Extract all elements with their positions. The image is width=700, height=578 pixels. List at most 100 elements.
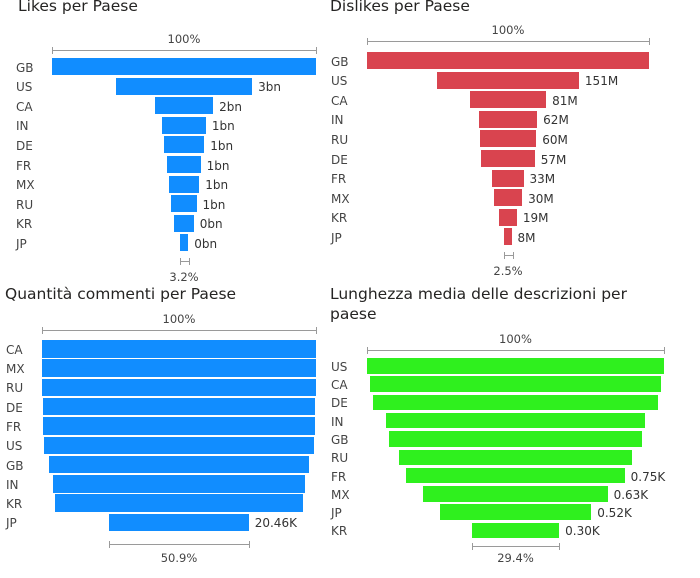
funnel-bar[interactable] <box>115 77 253 95</box>
value-label: 60M <box>542 132 568 147</box>
value-label: 19M <box>522 211 549 226</box>
funnel-bar[interactable] <box>55 494 303 512</box>
bottom-percent-label: 3.2% <box>169 270 199 284</box>
category-label: IN <box>16 119 29 134</box>
category-label: JP <box>6 516 17 531</box>
funnel-bar[interactable] <box>42 417 316 435</box>
funnel-bar[interactable] <box>174 214 194 232</box>
funnel-bar[interactable] <box>437 71 579 89</box>
funnel-bar[interactable] <box>42 378 316 397</box>
funnel-bar[interactable] <box>52 58 316 75</box>
category-label: MX <box>331 487 350 502</box>
value-label: 2bn <box>219 99 243 114</box>
funnel-bar[interactable] <box>439 504 592 520</box>
value-label: 0.63K <box>613 487 649 502</box>
category-label: CA <box>331 93 348 108</box>
funnel-bar[interactable] <box>406 467 625 484</box>
funnel-bar[interactable] <box>168 175 200 193</box>
category-label: JP <box>16 236 27 251</box>
funnel-bar[interactable] <box>369 376 662 392</box>
funnel-bar[interactable] <box>469 91 547 109</box>
category-label: IN <box>6 477 19 492</box>
value-label: 8M <box>517 230 536 245</box>
category-label: KR <box>16 217 33 232</box>
bottom-percent-label: 50.9% <box>160 551 198 565</box>
category-label: JP <box>331 506 342 521</box>
funnel-bar[interactable] <box>389 431 642 447</box>
funnel-bar[interactable] <box>499 208 517 226</box>
category-label: FR <box>6 419 22 434</box>
funnel-bar[interactable] <box>42 359 316 377</box>
category-label: FR <box>331 172 347 187</box>
funnel-bar[interactable] <box>478 110 538 128</box>
category-label: FR <box>331 469 347 484</box>
category-label: RU <box>331 132 349 147</box>
funnel-bar[interactable] <box>492 169 524 187</box>
top-ruler <box>367 38 650 45</box>
funnel-bar[interactable] <box>171 195 197 213</box>
category-label: CA <box>16 99 33 114</box>
chart-title: Dislikes per Paese <box>330 0 470 15</box>
value-label: 20.46K <box>254 516 297 531</box>
category-label: US <box>6 439 23 454</box>
top-percent-label: 100% <box>499 332 532 346</box>
funnel-bar[interactable] <box>42 397 316 416</box>
category-label: RU <box>16 197 34 212</box>
funnel-bar[interactable] <box>398 449 633 465</box>
funnel-bar[interactable] <box>481 150 535 167</box>
funnel-bar[interactable] <box>44 436 314 454</box>
funnel-bar[interactable] <box>52 475 306 493</box>
category-label: JP <box>331 230 342 245</box>
chart-title: Likes per Paese <box>18 0 138 15</box>
category-label: MX <box>16 178 35 193</box>
value-label: 1bn <box>202 197 226 212</box>
funnel-bar[interactable] <box>154 97 214 115</box>
funnel-bar[interactable] <box>163 136 205 154</box>
value-label: 1bn <box>205 178 229 193</box>
value-label: 30M <box>528 191 554 206</box>
funnel-bar[interactable] <box>109 513 249 532</box>
category-label: FR <box>16 158 32 173</box>
value-label: 0bn <box>194 236 218 251</box>
funnel-bar[interactable] <box>471 522 560 539</box>
category-label: MX <box>6 362 25 377</box>
top-ruler <box>367 347 665 354</box>
funnel-bar[interactable] <box>48 455 309 474</box>
funnel-bar[interactable] <box>423 486 608 502</box>
category-label: IN <box>331 113 344 128</box>
funnel-bar[interactable] <box>42 340 316 358</box>
funnel-bar[interactable] <box>367 358 664 374</box>
value-label: 1bn <box>211 119 235 134</box>
funnel-bar[interactable] <box>367 52 649 69</box>
funnel-bar[interactable] <box>179 234 189 252</box>
chart-title: Quantità commenti per Paese <box>5 285 237 303</box>
value-label: 0.75K <box>630 469 666 484</box>
funnel-bar[interactable] <box>167 156 201 173</box>
category-label: KR <box>331 524 348 539</box>
category-label: GB <box>331 54 349 69</box>
category-label: MX <box>331 191 350 206</box>
funnel-bar[interactable] <box>373 394 658 411</box>
category-label: US <box>331 359 348 374</box>
bottom-ruler <box>179 258 190 265</box>
funnel-bar[interactable] <box>386 412 645 429</box>
funnel-bar[interactable] <box>504 228 512 246</box>
category-label: US <box>16 80 33 95</box>
funnel-bar[interactable] <box>493 189 523 207</box>
category-label: DE <box>331 152 348 167</box>
category-label: GB <box>6 458 24 473</box>
top-percent-label: 100% <box>491 23 525 37</box>
bottom-percent-label: 29.4% <box>497 551 534 565</box>
funnel-bar[interactable] <box>479 130 537 148</box>
category-label: IN <box>331 414 344 429</box>
value-label: 1bn <box>206 158 230 173</box>
top-ruler <box>42 327 317 334</box>
value-label: 57M <box>540 152 567 167</box>
category-label: KR <box>6 497 23 512</box>
value-label: 3bn <box>258 80 281 95</box>
value-label: 0bn <box>199 217 223 232</box>
category-label: KR <box>331 211 348 226</box>
funnel-bar[interactable] <box>162 116 206 134</box>
bottom-percent-label: 2.5% <box>493 264 523 278</box>
category-label: GB <box>16 60 34 75</box>
